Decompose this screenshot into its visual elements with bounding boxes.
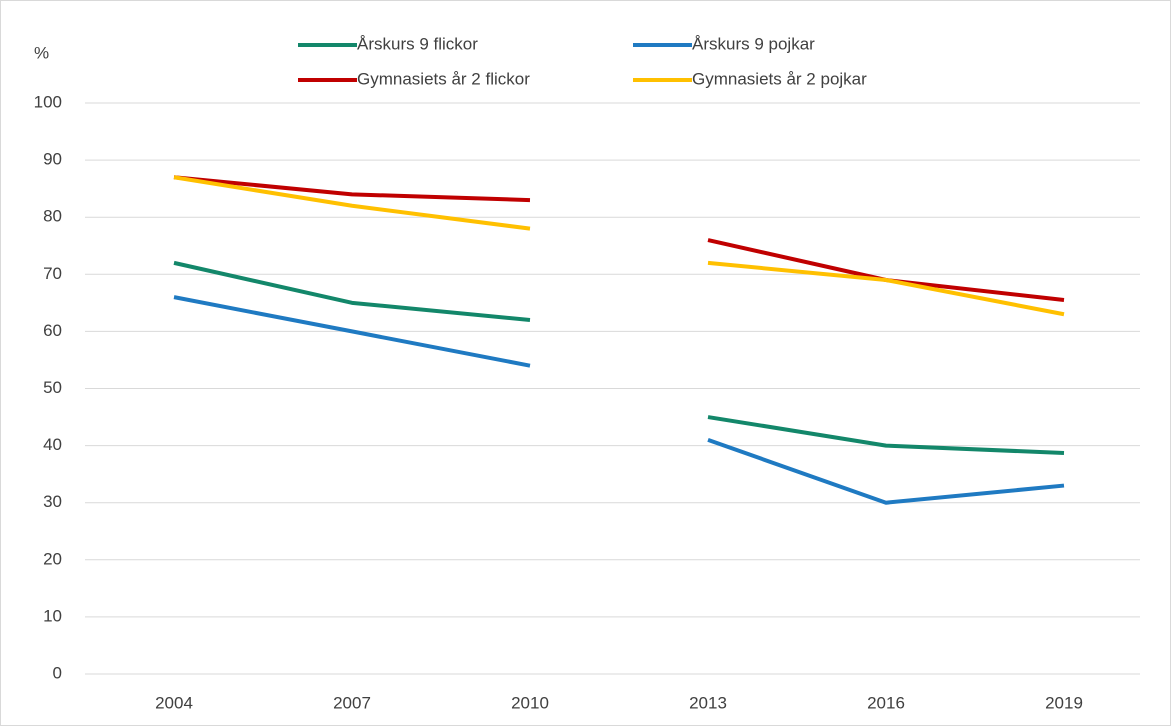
series-line: [173, 260, 1065, 456]
series-line: [173, 295, 1065, 505]
y-tick-label: 70: [43, 264, 62, 283]
legend-label: Årskurs 9 flickor: [357, 34, 478, 53]
y-tick-label: 0: [53, 663, 62, 682]
x-tick-label: 2016: [867, 693, 905, 712]
y-tick-label: 40: [43, 435, 62, 454]
y-tick-label: 20: [43, 549, 62, 568]
x-tick-label: 2019: [1045, 693, 1083, 712]
y-tick-label: 60: [43, 321, 62, 340]
y-tick-label: 30: [43, 492, 62, 511]
legend-label: Årskurs 9 pojkar: [692, 34, 815, 53]
y-tick-label: 10: [43, 606, 62, 625]
series-line: [173, 175, 1065, 317]
y-axis-label: %: [34, 43, 49, 62]
legend-label: Gymnasiets år 2 pojkar: [692, 69, 867, 88]
legend-label: Gymnasiets år 2 flickor: [357, 69, 530, 88]
x-tick-label: 2013: [689, 693, 727, 712]
x-tick-label: 2004: [155, 693, 193, 712]
x-tick-label: 2010: [511, 693, 549, 712]
y-tick-label: 50: [43, 378, 62, 397]
y-tick-label: 80: [43, 207, 62, 226]
y-tick-label: 90: [43, 150, 62, 169]
x-tick-label: 2007: [333, 693, 371, 712]
y-tick-label: 100: [34, 92, 62, 111]
